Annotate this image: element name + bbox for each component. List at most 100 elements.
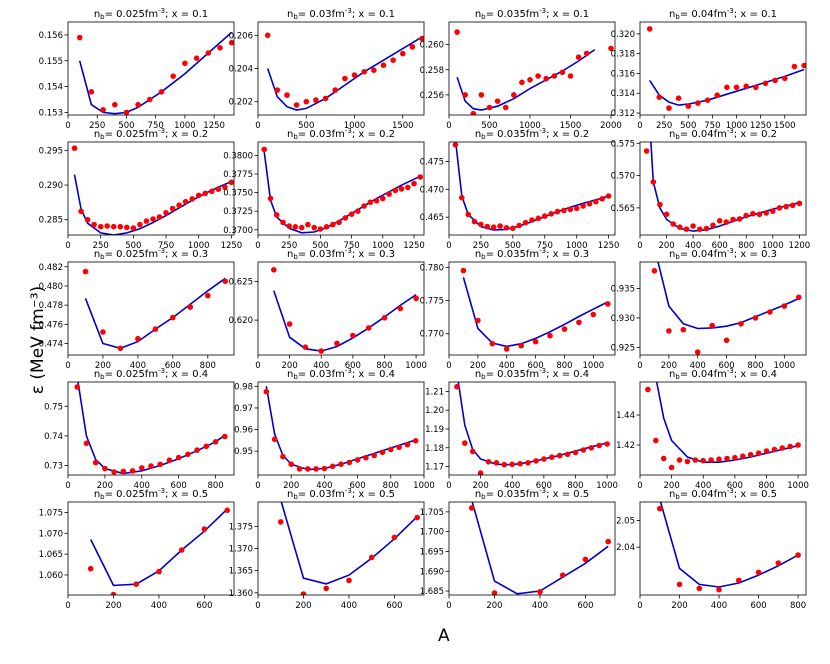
data-point bbox=[322, 95, 329, 102]
y-tick-label: 0.260 bbox=[420, 41, 444, 51]
y-axis-label-wrapper: ε (MeV fm⁻³) bbox=[8, 286, 68, 394]
x-tick-label: 1000 bbox=[774, 361, 796, 371]
data-point bbox=[583, 50, 590, 57]
x-tick-label: 800 bbox=[790, 601, 806, 611]
y-tick-label: 1.070 bbox=[39, 529, 63, 539]
subplot-title: nb= 0.03fm-3; x = 0.4 bbox=[287, 367, 395, 381]
data-point bbox=[143, 218, 150, 224]
x-tick-label: 250 bbox=[281, 241, 297, 251]
data-point bbox=[368, 554, 375, 561]
data-point bbox=[724, 84, 730, 91]
data-point bbox=[346, 577, 352, 584]
subplot-title: nb= 0.025fm-3; x = 0.5 bbox=[94, 487, 208, 501]
data-point bbox=[666, 328, 672, 334]
data-point bbox=[604, 441, 610, 447]
data-point bbox=[527, 77, 533, 83]
y-tick-label: 0.565 bbox=[611, 204, 635, 214]
data-point bbox=[102, 465, 108, 472]
data-point bbox=[770, 208, 776, 214]
axes-frame bbox=[257, 21, 425, 116]
x-tick-label: 1000 bbox=[405, 361, 427, 371]
subplot-title: nb= 0.04fm-3; x = 0.4 bbox=[669, 367, 777, 381]
data-point bbox=[293, 102, 300, 108]
y-tick-label: 0.97 bbox=[234, 404, 253, 414]
data-point bbox=[338, 461, 344, 468]
plot-area bbox=[74, 382, 228, 475]
x-tick-label: 400 bbox=[134, 481, 150, 491]
axes-frame bbox=[257, 501, 425, 596]
y-tick-label: 0.770 bbox=[420, 330, 444, 340]
data-point bbox=[755, 569, 762, 576]
y-tick-label: 1.370 bbox=[229, 545, 253, 555]
x-tick-label: 0 bbox=[446, 601, 451, 611]
x-tick-label: 1500 bbox=[774, 121, 796, 131]
plot-area bbox=[271, 267, 419, 354]
data-point bbox=[486, 104, 493, 111]
axes-frame bbox=[67, 21, 235, 116]
data-point bbox=[575, 54, 582, 60]
y-tick-label: 0.318 bbox=[611, 50, 635, 60]
data-point bbox=[723, 219, 730, 225]
y-tick-label: 0.204 bbox=[229, 65, 253, 75]
axes-frame bbox=[448, 261, 616, 356]
data-point bbox=[452, 142, 459, 148]
subplot-17: nb= 0.025fm-3; x = 0.5 0 200 400 600 1.060 1.0… bbox=[39, 487, 235, 611]
data-point bbox=[608, 45, 614, 52]
data-point bbox=[567, 206, 574, 213]
data-point bbox=[696, 585, 703, 592]
x-tick-label: 200 bbox=[470, 361, 486, 371]
data-point bbox=[795, 552, 801, 558]
x-tick-label: 400 bbox=[711, 601, 727, 611]
x-tick-label: 200 bbox=[658, 241, 674, 251]
x-tick-label: 1000 bbox=[787, 481, 809, 491]
y-tick-label: 0.73 bbox=[44, 462, 63, 472]
data-point bbox=[683, 226, 690, 232]
y-tick-label: 1.695 bbox=[420, 547, 444, 557]
fit-line bbox=[265, 386, 416, 471]
data-point bbox=[380, 195, 386, 202]
x-tick-label: 1000 bbox=[583, 361, 605, 371]
data-point bbox=[580, 203, 586, 209]
data-point bbox=[386, 191, 392, 197]
data-point bbox=[767, 309, 773, 315]
x-tick-label: 600 bbox=[750, 601, 766, 611]
data-point bbox=[215, 186, 222, 192]
fit-line bbox=[456, 48, 596, 111]
plot-area bbox=[454, 29, 614, 115]
axes-frame bbox=[448, 501, 616, 596]
y-tick-label: 0.156 bbox=[39, 31, 63, 41]
y-tick-label: 0.154 bbox=[39, 83, 63, 93]
data-point bbox=[217, 45, 223, 51]
data-point bbox=[336, 219, 342, 226]
x-tick-label: 400 bbox=[532, 601, 548, 611]
data-point bbox=[156, 214, 163, 220]
data-point bbox=[365, 325, 372, 331]
data-point bbox=[409, 44, 416, 50]
subplot-1: nb= 0.025fm-3; x = 0.1 0 250 500 750 1000 1250… bbox=[39, 7, 235, 131]
x-tick-label: 600 bbox=[527, 361, 543, 371]
data-point bbox=[548, 211, 554, 217]
data-point bbox=[511, 92, 517, 98]
data-point bbox=[657, 505, 663, 512]
data-point bbox=[203, 443, 210, 450]
data-point bbox=[753, 84, 759, 91]
data-point bbox=[783, 203, 789, 210]
data-point bbox=[120, 468, 127, 475]
plot-area bbox=[646, 26, 806, 111]
x-tick-label: 800 bbox=[758, 481, 774, 491]
data-point bbox=[704, 97, 711, 103]
data-point bbox=[305, 466, 311, 472]
data-point bbox=[342, 215, 349, 221]
axes-frame bbox=[448, 21, 616, 116]
data-point bbox=[796, 294, 802, 301]
x-tick-label: 2000 bbox=[600, 121, 622, 131]
data-point bbox=[381, 315, 388, 321]
data-point bbox=[533, 458, 539, 464]
data-point bbox=[724, 455, 730, 462]
x-tick-label: 800 bbox=[376, 361, 392, 371]
fit-line bbox=[650, 142, 800, 232]
y-tick-label: 0.475 bbox=[420, 157, 444, 167]
x-tick-label: 600 bbox=[577, 601, 593, 611]
y-tick-label: 0.482 bbox=[39, 263, 63, 273]
subplot-title: nb= 0.035fm-3; x = 0.3 bbox=[475, 247, 589, 261]
